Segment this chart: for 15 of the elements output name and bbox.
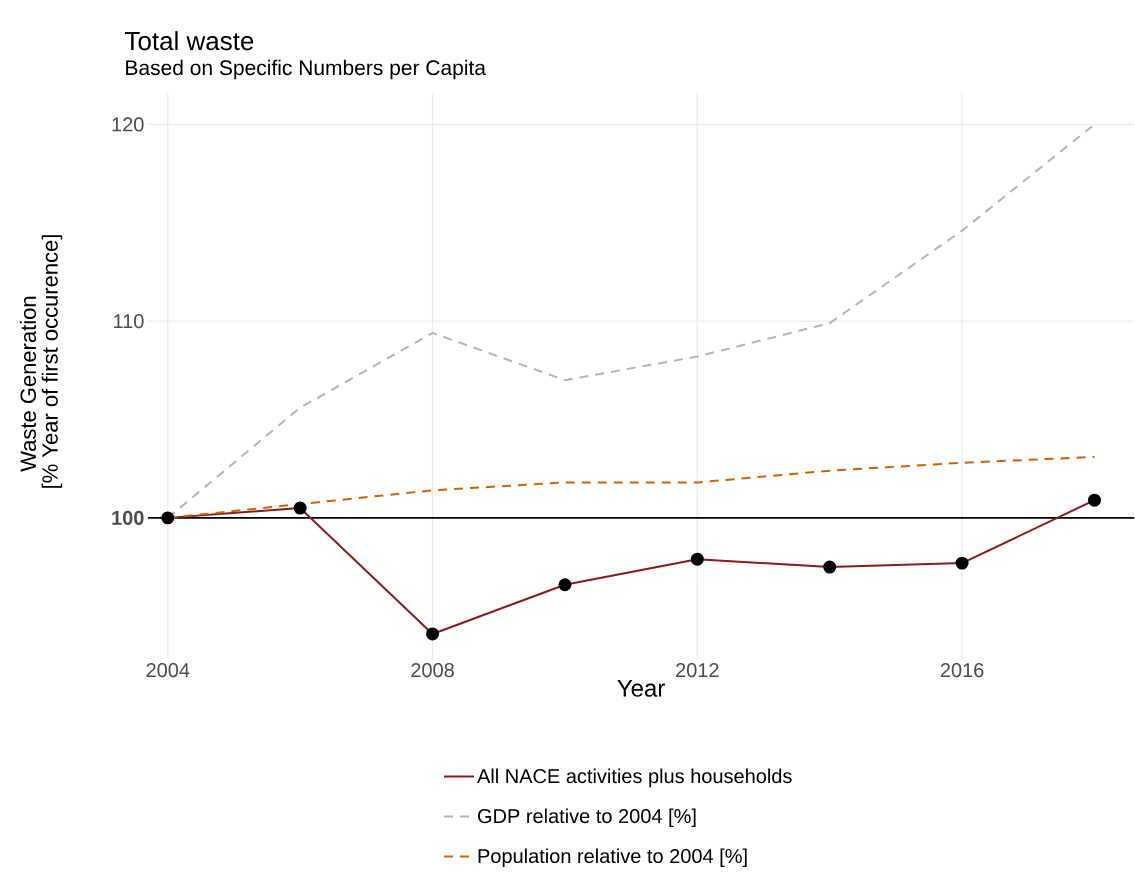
text: [% Year of first occurence] xyxy=(41,235,63,488)
legend-label: All NACE activities plus households xyxy=(477,768,792,787)
y-axis-title: Waste Generation xyxy=(19,296,37,472)
x-tick-label: 2016 xyxy=(940,662,984,678)
x-tick-label: 2004 xyxy=(146,662,190,678)
legend-label: GDP relative to 2004 [%] xyxy=(478,808,696,827)
x-tick-label: 2008 xyxy=(411,662,454,678)
y-tick-label: 100 xyxy=(112,510,144,525)
legend-label: Population relative to 2004 [%] xyxy=(478,848,747,867)
chart-title: Total waste xyxy=(125,30,254,51)
x-tick-label: 2012 xyxy=(676,662,719,678)
chart-subtitle: Based on Specific Numbers per Capita xyxy=(126,59,486,80)
y-tick-label: 110 xyxy=(114,313,144,329)
y-tick-label: 120 xyxy=(112,117,144,132)
x-axis-title: Year xyxy=(617,679,665,697)
